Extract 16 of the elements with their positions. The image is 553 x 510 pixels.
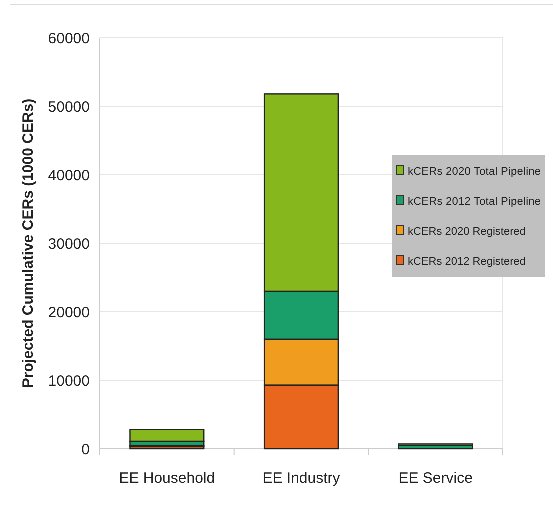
x-tick-label: EE Household: [119, 470, 216, 487]
y-tick-label: 10000: [48, 372, 90, 390]
bar: [130, 429, 205, 442]
y-tick-label: 60000: [48, 30, 90, 48]
x-tick-label: EE Industry: [262, 470, 341, 487]
y-tick-label: 30000: [48, 236, 90, 253]
legend-label: kCERs 2020 Total Pipeline: [408, 166, 541, 178]
legend-label: kCERs 2020 Registered: [408, 226, 526, 238]
x-tick-label: EE Service: [398, 470, 473, 487]
y-tick-label: 20000: [48, 304, 90, 322]
y-tick-label: 40000: [48, 167, 90, 184]
legend-label: kCERs 2012 Total Pipeline: [408, 196, 541, 208]
y-axis-title: Projected Cumulative CERs (1000 CERs): [20, 98, 37, 388]
legend-label: kCERs 2012 Registered: [408, 256, 526, 268]
y-tick-label: 50000: [48, 98, 90, 116]
y-tick-label: 0: [82, 441, 90, 458]
